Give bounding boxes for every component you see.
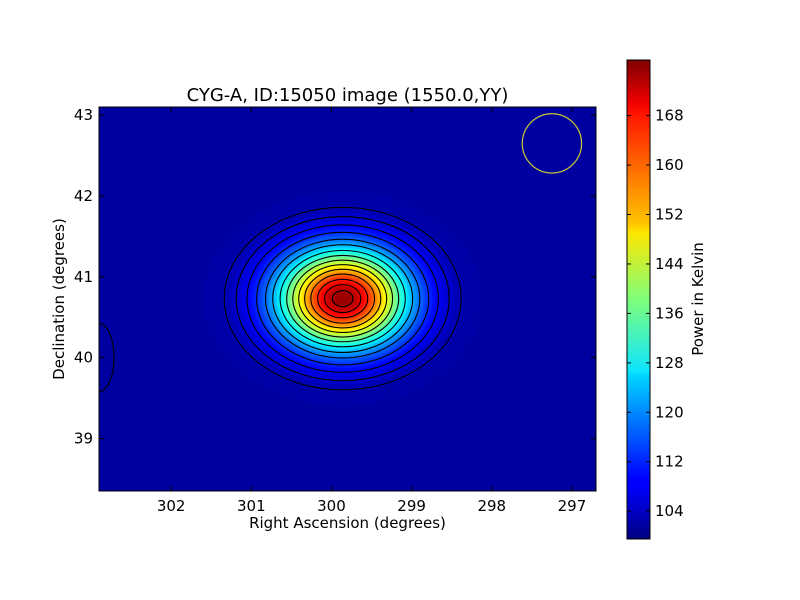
x-tick-label: 300 bbox=[317, 497, 346, 515]
colorbar-tick-label: 152 bbox=[655, 206, 684, 224]
contour-line bbox=[99, 323, 115, 393]
x-axis-ticks: 302 301 300 299 298 297 bbox=[157, 107, 586, 515]
contour-line bbox=[317, 278, 369, 319]
x-tick-label: 301 bbox=[237, 497, 266, 515]
y-tick-label: 41 bbox=[74, 268, 93, 286]
y-tick-label: 40 bbox=[74, 349, 93, 367]
y-tick-label: 39 bbox=[74, 429, 93, 447]
contour-line bbox=[279, 249, 406, 348]
contour-line bbox=[256, 231, 430, 366]
x-tick-label: 298 bbox=[477, 497, 506, 515]
y-axis-label: Declination (degrees) bbox=[50, 218, 68, 380]
y-tick-label: 42 bbox=[74, 187, 93, 205]
colorbar-ticks: 104 112 120 128 136 144 152 160 168 bbox=[627, 107, 684, 520]
colorbar-tick-label: 120 bbox=[655, 403, 684, 421]
colorbar-tick-label: 160 bbox=[655, 156, 684, 174]
plot-frame bbox=[98, 106, 597, 492]
contour-line bbox=[298, 264, 388, 334]
beam-circle bbox=[521, 113, 583, 174]
x-tick-label: 299 bbox=[397, 497, 426, 515]
contour-line bbox=[264, 238, 421, 359]
x-tick-label: 297 bbox=[558, 497, 587, 515]
y-tick-label: 43 bbox=[74, 106, 93, 124]
colorbar-tick-label: 168 bbox=[655, 107, 684, 125]
colorbar-tick-label: 136 bbox=[655, 304, 684, 322]
colorbar-tick-label: 128 bbox=[655, 354, 684, 372]
beam-circle-layer bbox=[521, 113, 583, 174]
colorbar-tick-label: 104 bbox=[655, 502, 684, 520]
x-axis-label: Right Ascension (degrees) bbox=[249, 514, 446, 532]
contour-line bbox=[292, 259, 394, 338]
colorbar bbox=[626, 59, 651, 540]
contour-line bbox=[246, 224, 439, 373]
heatmap-field bbox=[99, 107, 596, 491]
x-tick-label: 302 bbox=[157, 497, 186, 515]
contour-line bbox=[272, 244, 414, 354]
colorbar-label: Power in Kelvin bbox=[689, 242, 707, 356]
contour-line bbox=[286, 254, 400, 343]
contour-lines bbox=[99, 206, 462, 393]
contour-line bbox=[223, 206, 462, 391]
colorbar-tick-label: 112 bbox=[655, 453, 684, 471]
heatmap-band bbox=[334, 292, 351, 305]
colorbar-tick-label: 144 bbox=[655, 255, 684, 273]
chart-title: CYG-A, ID:15050 image (1550.0,YY) bbox=[187, 85, 509, 106]
contour-line bbox=[235, 216, 450, 382]
contour-line bbox=[304, 268, 382, 329]
y-axis-ticks: 39 40 41 42 43 bbox=[74, 106, 596, 447]
contour-line bbox=[310, 273, 376, 324]
contour-line bbox=[324, 284, 362, 314]
contour-line bbox=[331, 290, 354, 308]
